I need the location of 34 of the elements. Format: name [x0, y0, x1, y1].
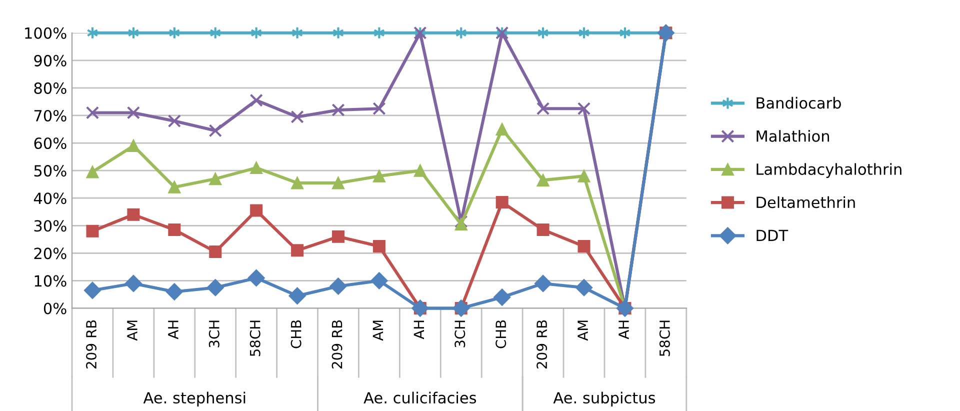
y-tick-label: 70%: [34, 110, 66, 122]
y-tick-label: 20%: [34, 248, 66, 260]
legend-label: Deltamethrin: [756, 196, 855, 208]
x-tick-label: AH: [414, 320, 424, 340]
x-tick-label: 3CH: [454, 320, 466, 348]
x-tick-label: 58CH: [659, 320, 670, 356]
y-tick-label: 100%: [25, 27, 66, 39]
y-tick-label: 10%: [34, 275, 66, 287]
x-tick-label: 58CH: [250, 320, 260, 356]
x-tick-label: 209 RB: [536, 320, 548, 368]
y-tick-label: 60%: [34, 137, 66, 150]
x-tick-label: 3CH: [208, 320, 220, 348]
text: Ae. culicifacies: [364, 392, 476, 404]
x-tick-label: AM: [127, 320, 138, 341]
text: Ae. stephensi: [143, 392, 246, 407]
x-tick-label: 209 RB: [332, 320, 342, 368]
y-tick-label: 0%: [44, 302, 66, 314]
legend-label: DDT: [756, 230, 788, 242]
x-tick-label: 209 RB: [86, 320, 97, 368]
x-tick-label: CHB: [496, 320, 506, 348]
x-tick-label: AH: [168, 320, 178, 340]
x-tick-label: AM: [578, 320, 588, 341]
x-tick-label: AH: [618, 320, 629, 340]
x-tick-label: AM: [372, 320, 384, 341]
legend-label: Lambdacyhalothrin: [756, 163, 902, 178]
x-tick-label: CHB: [290, 320, 302, 348]
y-tick-label: 90%: [34, 54, 66, 66]
legend-label: Bandiocarb: [756, 96, 841, 109]
text: Ae. subpictus: [553, 392, 656, 407]
y-tick-label: 50%: [34, 165, 66, 177]
y-tick-label: 80%: [34, 82, 66, 94]
y-tick-label: 30%: [34, 220, 66, 232]
y-tick-label: 40%: [34, 192, 66, 204]
legend-label: Malathion: [756, 130, 830, 142]
